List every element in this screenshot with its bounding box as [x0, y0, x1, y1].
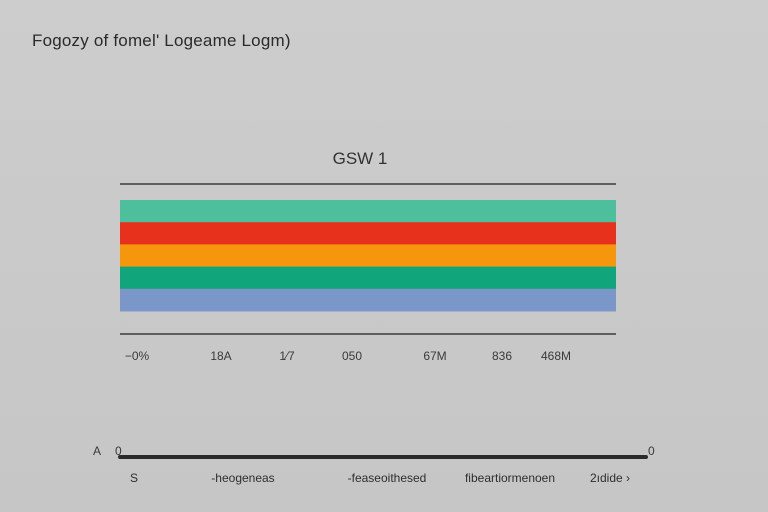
band-5	[120, 288, 616, 312]
band-4	[120, 266, 616, 290]
tick-label: 468M	[541, 349, 571, 363]
band-2	[120, 222, 616, 245]
band-1	[120, 200, 616, 223]
axis-category-label: fibeartiormenoen	[465, 471, 555, 485]
tick-label: 1⁄7	[279, 349, 295, 363]
stacked-bands	[120, 200, 616, 312]
tick-label: 67M	[423, 349, 446, 363]
tick-label: 050	[342, 349, 362, 363]
axis-end-label: 0	[648, 444, 655, 458]
tick-labels: −0% 18A 1⁄7 050 67M 836 468M	[125, 349, 571, 363]
band-3	[120, 244, 616, 268]
tick-label: 836	[492, 349, 512, 363]
axis-start-label: 0	[115, 444, 122, 458]
chart-title: GSW 1	[332, 149, 388, 168]
axis-category-label: S	[130, 471, 138, 485]
axis-category-label: -feaseoithesed	[348, 471, 427, 485]
page-title: Fogozy of fomel' Logeame Logm)	[32, 31, 291, 50]
bottom-axis-categories: S -heogeneas -feaseoithesed fibeartiormenoe…	[130, 471, 630, 485]
tick-label: −0%	[125, 349, 150, 363]
axis-left-label: A	[93, 444, 101, 458]
axis-category-label: -heogeneas	[211, 471, 274, 485]
axis-category-label: 2ıdide ›	[590, 471, 630, 485]
tick-label: 18A	[210, 349, 231, 363]
